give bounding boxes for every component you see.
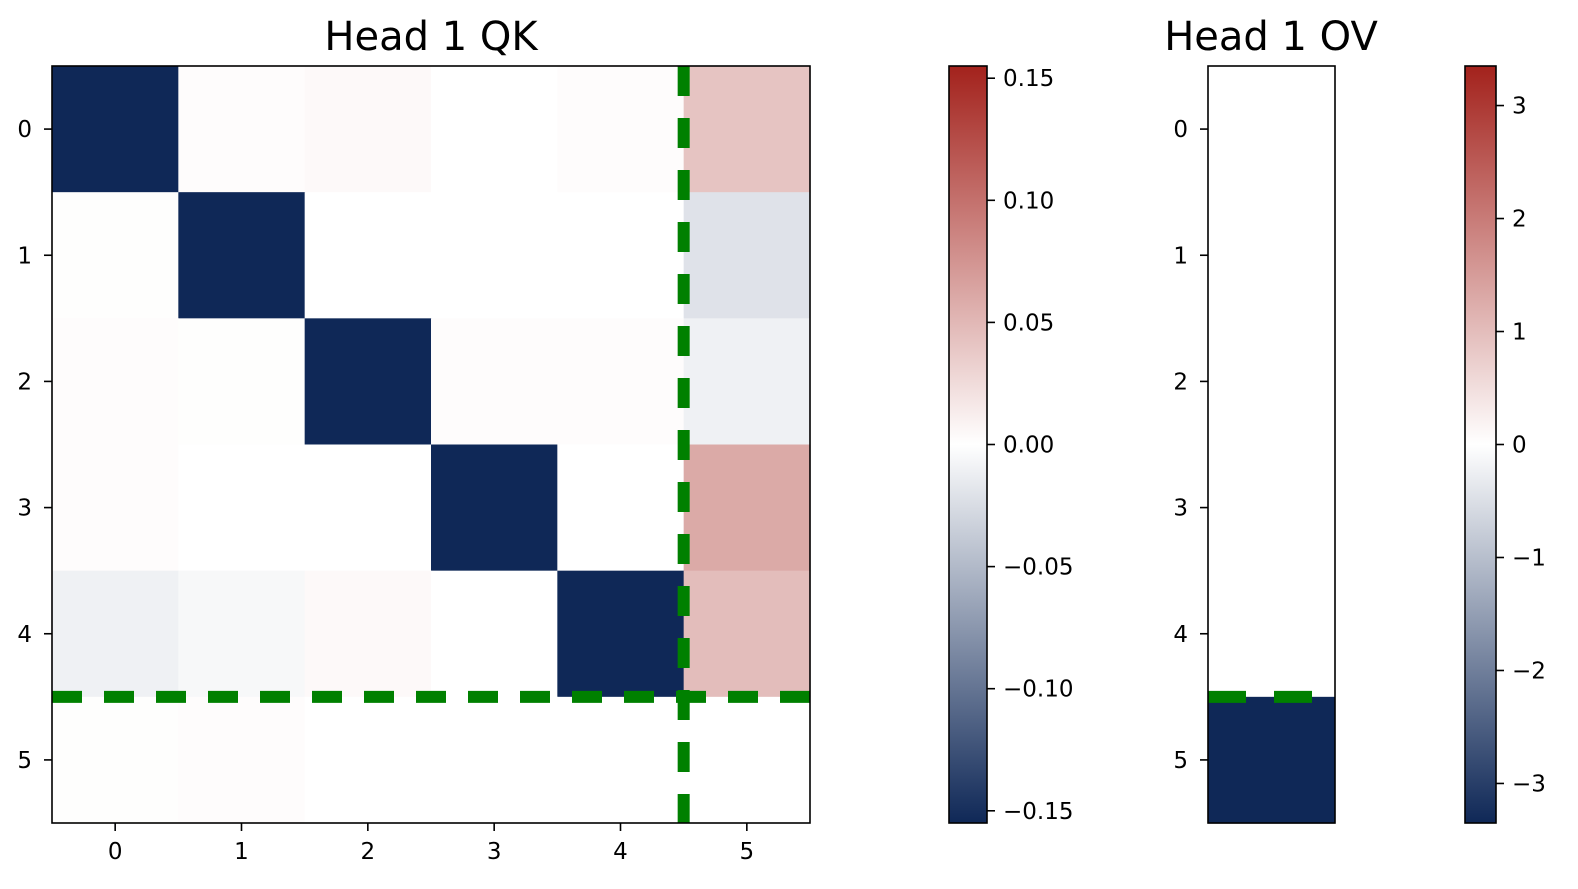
- ov-colorbar-gradient: [1465, 66, 1496, 823]
- qk-cell-r4-c2: [304, 570, 432, 698]
- qk-xtick-label: 2: [361, 839, 376, 865]
- qk-cell-r0-c0: [52, 66, 179, 193]
- qk-heatmap: Head 1 QK 0 1 2 3 4 5 0 1 2 3 4 5: [17, 14, 811, 865]
- ov-title: Head 1 OV: [1164, 14, 1378, 60]
- qk-frame: [51, 65, 811, 824]
- qk-cbar-tick-label: 0.15: [1003, 66, 1054, 92]
- ov-cell-r5: [1208, 696, 1335, 824]
- qk-cell-r4-c0: [52, 570, 179, 698]
- qk-cell-r3-c2: [304, 444, 432, 572]
- qk-cell-r2-c0: [52, 318, 179, 446]
- qk-cell-r3-c4: [557, 444, 685, 572]
- qk-cbar-tick-label: 0.10: [1003, 188, 1054, 214]
- qk-cell-r1-c3: [431, 192, 558, 319]
- qk-cell-r0-c5: [683, 66, 811, 193]
- qk-ytick-label: 2: [17, 369, 32, 395]
- ov-cbar-tick-label: −2: [1512, 658, 1546, 684]
- qk-xtick-label: 3: [487, 839, 502, 865]
- qk-cell-r1-c1: [178, 192, 306, 319]
- qk-cell-r0-c2: [304, 66, 432, 193]
- ov-colorbar: 3 2 1 0 −1 −2 −3: [1464, 65, 1546, 824]
- qk-cell-r1-c2: [304, 192, 432, 319]
- qk-cbar-tick-label: −0.10: [1003, 677, 1073, 703]
- ov-frame: [1207, 65, 1336, 824]
- qk-cell-r0-c4: [557, 66, 685, 193]
- qk-cells: [52, 66, 811, 824]
- qk-cell-r1-c4: [557, 192, 685, 319]
- qk-cell-r2-c3: [431, 318, 558, 446]
- ov-ytick-label: 3: [1173, 496, 1188, 522]
- qk-title: Head 1 QK: [324, 14, 539, 60]
- qk-colorbar-gradient: [949, 66, 987, 823]
- ov-cell-r4: [1208, 570, 1335, 698]
- ov-cells: [1208, 66, 1335, 824]
- qk-cell-r3-c1: [178, 444, 306, 572]
- qk-cell-r1-c0: [52, 192, 179, 319]
- qk-cell-r2-c2: [304, 318, 432, 446]
- qk-ytick-label: 4: [17, 622, 32, 648]
- qk-cbar-tick-label: −0.15: [1003, 799, 1073, 825]
- qk-y-ticks: 0 1 2 3 4 5: [17, 117, 52, 774]
- qk-xtick-label: 1: [234, 839, 249, 865]
- ov-ytick-label: 5: [1173, 748, 1188, 774]
- qk-ytick-label: 3: [17, 496, 32, 522]
- qk-cell-r2-c1: [178, 318, 306, 446]
- qk-cell-r5-c5: [683, 696, 811, 824]
- qk-cell-r0-c3: [431, 66, 558, 193]
- qk-cell-r4-c1: [178, 570, 306, 698]
- ov-ytick-label: 4: [1173, 622, 1188, 648]
- ov-cell-r3: [1208, 444, 1335, 572]
- qk-cell-r5-c2: [304, 696, 432, 824]
- ov-ytick-label: 1: [1173, 243, 1188, 269]
- qk-cell-r5-c1: [178, 696, 306, 824]
- ov-cell-r0: [1208, 66, 1335, 193]
- qk-xtick-label: 0: [108, 839, 123, 865]
- ov-ytick-label: 2: [1173, 369, 1188, 395]
- ov-cbar-tick-label: −1: [1512, 545, 1546, 571]
- ov-cbar-tick-label: 0: [1512, 433, 1527, 459]
- qk-cell-r5-c0: [52, 696, 179, 824]
- ov-colorbar-ticks: 3 2 1 0 −1 −2 −3: [1496, 94, 1546, 797]
- ov-cell-r2: [1208, 318, 1335, 446]
- ov-heatmap: Head 1 OV 0 1 2 3 4 5: [1164, 14, 1378, 824]
- qk-cell-r3-c0: [52, 444, 179, 572]
- qk-cell-r4-c3: [431, 570, 558, 698]
- qk-ytick-label: 1: [17, 243, 32, 269]
- qk-cell-r2-c5: [683, 318, 811, 446]
- qk-cbar-tick-label: 0.05: [1003, 310, 1054, 336]
- qk-colorbar-ticks: 0.15 0.10 0.05 0.00 −0.05 −0.10 −0.15: [987, 66, 1073, 825]
- qk-cbar-tick-label: −0.05: [1003, 555, 1073, 581]
- qk-cell-r3-c3: [431, 444, 558, 572]
- qk-cell-r0-c1: [178, 66, 306, 193]
- qk-ytick-label: 0: [17, 117, 32, 143]
- qk-cbar-tick-label: 0.00: [1003, 433, 1054, 459]
- qk-colorbar: 0.15 0.10 0.05 0.00 −0.05 −0.10 −0.15: [948, 65, 1073, 825]
- qk-cell-r4-c5: [683, 570, 811, 698]
- qk-xtick-label: 4: [613, 839, 628, 865]
- ov-cell-r1: [1208, 192, 1335, 319]
- ov-cbar-tick-label: −3: [1512, 771, 1546, 797]
- qk-cell-r5-c4: [557, 696, 685, 824]
- qk-xtick-label: 5: [740, 839, 755, 865]
- qk-divider-lines: [52, 66, 810, 823]
- qk-cell-r1-c5: [683, 192, 811, 319]
- ov-cbar-tick-label: 2: [1512, 207, 1527, 233]
- ov-ytick-label: 0: [1173, 117, 1188, 143]
- ov-cbar-tick-label: 1: [1512, 320, 1527, 346]
- qk-cell-r5-c3: [431, 696, 558, 824]
- ov-cbar-tick-label: 3: [1512, 94, 1527, 120]
- qk-x-ticks: 0 1 2 3 4 5: [108, 823, 754, 865]
- qk-cell-r3-c5: [683, 444, 811, 572]
- qk-ytick-label: 5: [17, 748, 32, 774]
- qk-cell-r4-c4: [557, 570, 685, 698]
- ov-y-ticks: 0 1 2 3 4 5: [1173, 117, 1208, 774]
- qk-cell-r2-c4: [557, 318, 685, 446]
